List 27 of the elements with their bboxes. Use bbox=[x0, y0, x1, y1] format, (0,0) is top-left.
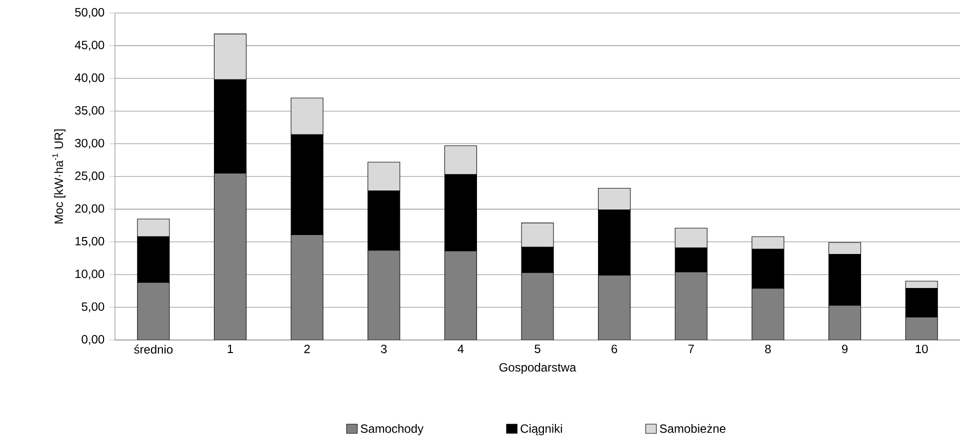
y-tick-label: 35,00 bbox=[75, 106, 104, 116]
x-tick-label: 5 bbox=[534, 344, 540, 354]
x-tick-label: 3 bbox=[380, 344, 387, 354]
y-tick-label: 40,00 bbox=[74, 73, 104, 84]
y-tick-label: 20,00 bbox=[75, 204, 104, 214]
x-tick-label: 4 bbox=[458, 344, 464, 353]
y-tick-label: 10,00 bbox=[76, 270, 104, 280]
x-tick-label: 7 bbox=[688, 344, 694, 353]
y-tick-label: 50,00 bbox=[75, 8, 104, 18]
y-tick-label: 45,00 bbox=[74, 40, 104, 51]
y-tick-label: 30,00 bbox=[75, 138, 104, 149]
y-tick-label: 25,00 bbox=[75, 172, 104, 182]
x-tick-label: średnio bbox=[134, 344, 173, 354]
x-tick-label: 10 bbox=[916, 344, 928, 354]
x-tick-label: 2 bbox=[304, 344, 310, 354]
x-tick-label: 1 bbox=[228, 344, 233, 353]
x-axis-title: Gospodarstwa bbox=[499, 362, 576, 374]
y-tick-label: 0,00 bbox=[82, 335, 104, 345]
legend-label: Ciągniki bbox=[520, 424, 562, 436]
x-tick-label: 6 bbox=[612, 344, 618, 354]
y-tick-label: 15,00 bbox=[76, 236, 104, 247]
legend-label: Samochody bbox=[360, 424, 424, 436]
x-tick-label: 8 bbox=[765, 344, 771, 354]
y-tick-label: 5,00 bbox=[82, 302, 104, 312]
x-tick-label: 9 bbox=[842, 344, 848, 354]
legend-label: Samobieżne bbox=[660, 424, 726, 433]
y-axis-title: Moc [kW·ha$^{-1}$ UR] bbox=[52, 129, 66, 224]
